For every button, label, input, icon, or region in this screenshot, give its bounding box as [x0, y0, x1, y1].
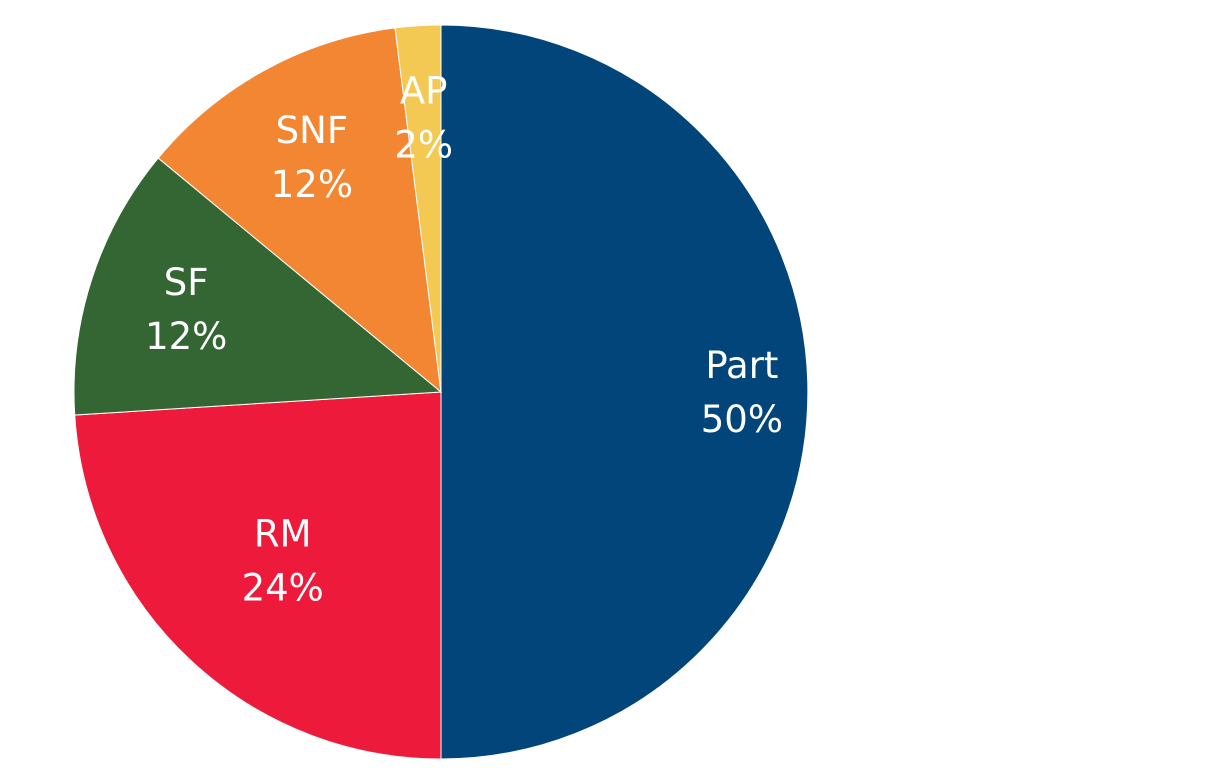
slice-label-name-part: Part — [705, 344, 778, 387]
slice-label-value-part: 50% — [701, 398, 783, 441]
pie-slice-ap — [394, 24, 442, 393]
slice-label-value-sf: 12% — [145, 315, 227, 358]
slice-label-value-snf: 12% — [271, 163, 353, 206]
pie-slice-sf — [73, 157, 443, 416]
pie-slice-rm — [74, 391, 442, 760]
slice-label-value-ap: 2% — [394, 123, 453, 166]
slice-label-value-rm: 24% — [242, 567, 324, 610]
slice-label-name-rm: RM — [254, 513, 312, 556]
slice-label-name-ap: AP — [400, 69, 448, 112]
slice-label-name-snf: SNF — [276, 109, 348, 152]
pie-labels: Part 50% RM 24% SF 12% SNF 12% AP 2% — [145, 69, 783, 609]
slice-label-name-sf: SF — [164, 261, 209, 304]
pie-slice-part — [440, 24, 809, 760]
pie-slices — [73, 24, 809, 760]
pie-slice-snf — [157, 27, 442, 394]
